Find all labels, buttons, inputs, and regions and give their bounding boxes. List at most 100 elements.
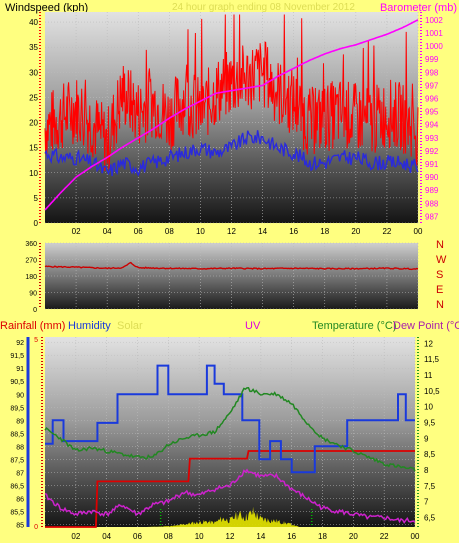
windspeed-axis-label: Windspeed (kph) [5,2,89,14]
rain-tick-label: 0 [34,524,38,531]
bottom-x-tick-label: 06 [133,532,142,541]
windspeed-tick-label: 30 [29,68,38,77]
windspeed-tick-label: 0 [34,219,39,228]
humidity-tick-label: 92 [16,340,24,347]
barometer-tick-label: 995 [425,108,439,117]
barometer-tick-label: 991 [425,160,439,169]
temperature-axis-label: Temperature (°C) [312,320,397,332]
direction-tick-label: 270 [25,258,37,265]
humidity-tick-label: 90 [16,392,24,399]
barometer-tick-label: 1001 [425,29,443,38]
wind-barometer-chart: 02 04 06 08 10 12 14 16 18 20 22 000510152025303540… [29,12,443,236]
temperature-tick-label: 8,5 [424,450,436,459]
bottom-plot-area [45,337,415,527]
barometer-tick-label: 988 [425,199,439,208]
barometer-tick-label: 993 [425,134,439,143]
bottom-x-tick-label: 00 [411,532,420,541]
wind-gust-line [44,14,419,171]
humidity-tick-label: 88 [16,444,24,451]
dew-point-line [44,468,416,524]
direction-tick-label: 360 [25,241,37,248]
graph-title: 24 hour graph ending 08 November 2012 [172,2,355,13]
compass-label: S [436,269,443,281]
barometer-tick-label: 996 [425,94,439,103]
top-x-tick-label: 12 [227,227,236,236]
barometer-line [44,19,419,211]
humidity-tick-label: 90,5 [10,379,24,386]
top-x-tick-label: 18 [320,227,329,236]
temperature-tick-label: 8 [424,466,429,475]
bottom-x-tick-label: 08 [164,532,173,541]
top-x-tick-label: 14 [258,227,267,236]
humidity-tick-label: 87 [16,470,24,477]
windspeed-tick-label: 5 [34,194,39,203]
top-x-tick-label: 02 [72,227,81,236]
windspeed-tick-label: 25 [29,93,38,102]
top-x-tick-label: 00 [414,227,423,236]
barometer-tick-label: 998 [425,68,439,77]
bottom-x-tick-label: 10 [195,532,204,541]
rainfall-line [45,450,415,528]
solar-axis-label: Solar [117,320,143,332]
humidity-tick-label: 91 [16,366,24,373]
bottom-x-tick-label: 14 [256,532,265,541]
humidity-tick-label: 86,5 [10,483,24,490]
bottom-x-tick-label: 18 [318,532,327,541]
rainfall-axis-label: Rainfall (mm) [0,320,66,332]
humidity-tick-label: 89,5 [10,405,24,412]
humidity-tick-label: 85 [16,522,24,529]
rain-temperature-chart: 02 04 06 08 10 12 14 16 18 20 22 008585,58686,58787… [10,337,440,541]
barometer-tick-label: 989 [425,186,439,195]
top-x-tick-label: 04 [103,227,112,236]
top-x-tick-label: 22 [382,227,391,236]
humidity-tick-label: 86 [16,496,24,503]
windspeed-tick-label: 35 [29,43,38,52]
temperature-tick-label: 10,5 [424,387,440,396]
temperature-tick-label: 9,5 [424,419,436,428]
humidity-tick-label: 88,5 [10,431,24,438]
bottom-x-tick-label: 02 [71,532,80,541]
uv-axis-label: UV [245,320,261,332]
windspeed-tick-label: 10 [29,169,38,178]
temperature-line [44,387,416,472]
direction-tick-label: 0 [33,307,37,314]
bottom-x-tick-label: 20 [349,532,358,541]
top-x-tick-label: 10 [196,227,205,236]
direction-tick-label: 90 [29,291,37,298]
humidity-tick-label: 87,5 [10,457,24,464]
bottom-x-tick-label: 04 [102,532,111,541]
humidity-tick-label: 91,5 [10,353,24,360]
barometer-tick-label: 994 [425,121,439,130]
barometer-tick-label: 987 [425,212,439,221]
barometer-tick-label: 992 [425,147,439,156]
barometer-axis-label: Barometer (mb) [379,2,457,14]
barometer-tick-label: 999 [425,55,439,64]
humidity-axis-label: Humidity [68,320,111,332]
temperature-tick-label: 12 [424,339,433,348]
solar-area [145,506,300,527]
temperature-tick-label: 11 [424,371,433,380]
temperature-tick-label: 6,5 [424,514,436,523]
compass-label: N [436,239,444,251]
temperature-tick-label: 11,5 [424,355,440,364]
bottom-x-tick-label: 16 [287,532,296,541]
barometer-tick-label: 990 [425,173,439,182]
compass-label: E [436,284,443,296]
bottom-x-tick-label: 22 [380,532,389,541]
temperature-tick-label: 7,5 [424,482,436,491]
top-x-tick-label: 06 [134,227,143,236]
top-x-tick-label: 16 [289,227,298,236]
temperature-tick-label: 7 [424,498,429,507]
barometer-tick-label: 1002 [425,16,443,25]
wind-direction-line [44,261,419,271]
humidity-tick-label: 89 [16,418,24,425]
windspeed-tick-label: 20 [29,119,38,128]
wind-average-line [44,130,419,177]
bottom-x-tick-label: 12 [226,532,235,541]
top-x-tick-label: 08 [165,227,174,236]
compass-label: N [436,299,444,311]
direction-tick-label: 180 [25,274,37,281]
compass-label: W [436,254,447,266]
